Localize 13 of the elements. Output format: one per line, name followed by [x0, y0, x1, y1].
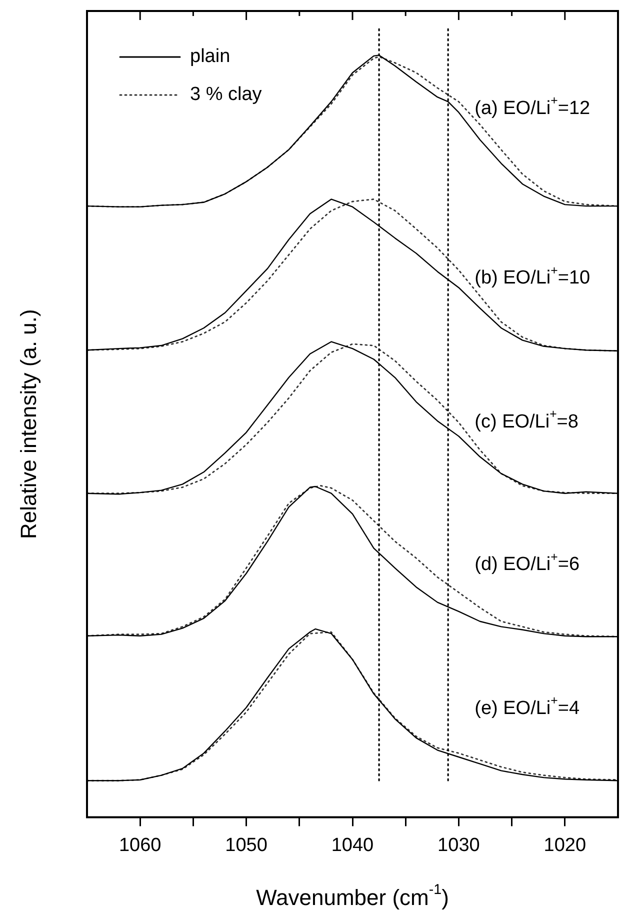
annotation: (c) EO/Li+=8 — [474, 406, 578, 432]
x-tick-label: 1030 — [438, 834, 480, 856]
y-axis-title: Relative intensity (a. u.) — [16, 309, 42, 540]
x-tick-label: 1050 — [225, 834, 268, 856]
legend-label: 3 % clay — [190, 84, 262, 106]
x-tick-label: 1060 — [118, 834, 162, 856]
annotation: (d) EO/Li+=6 — [474, 550, 580, 576]
x-tick-label: 1040 — [331, 834, 374, 856]
annotation: (a) EO/Li+=12 — [474, 93, 590, 119]
x-tick-label: 1020 — [544, 834, 586, 856]
annotation: (e) EO/Li+=4 — [474, 693, 580, 719]
legend-label: plain — [190, 46, 230, 68]
annotation: (b) EO/Li+=10 — [474, 263, 590, 289]
